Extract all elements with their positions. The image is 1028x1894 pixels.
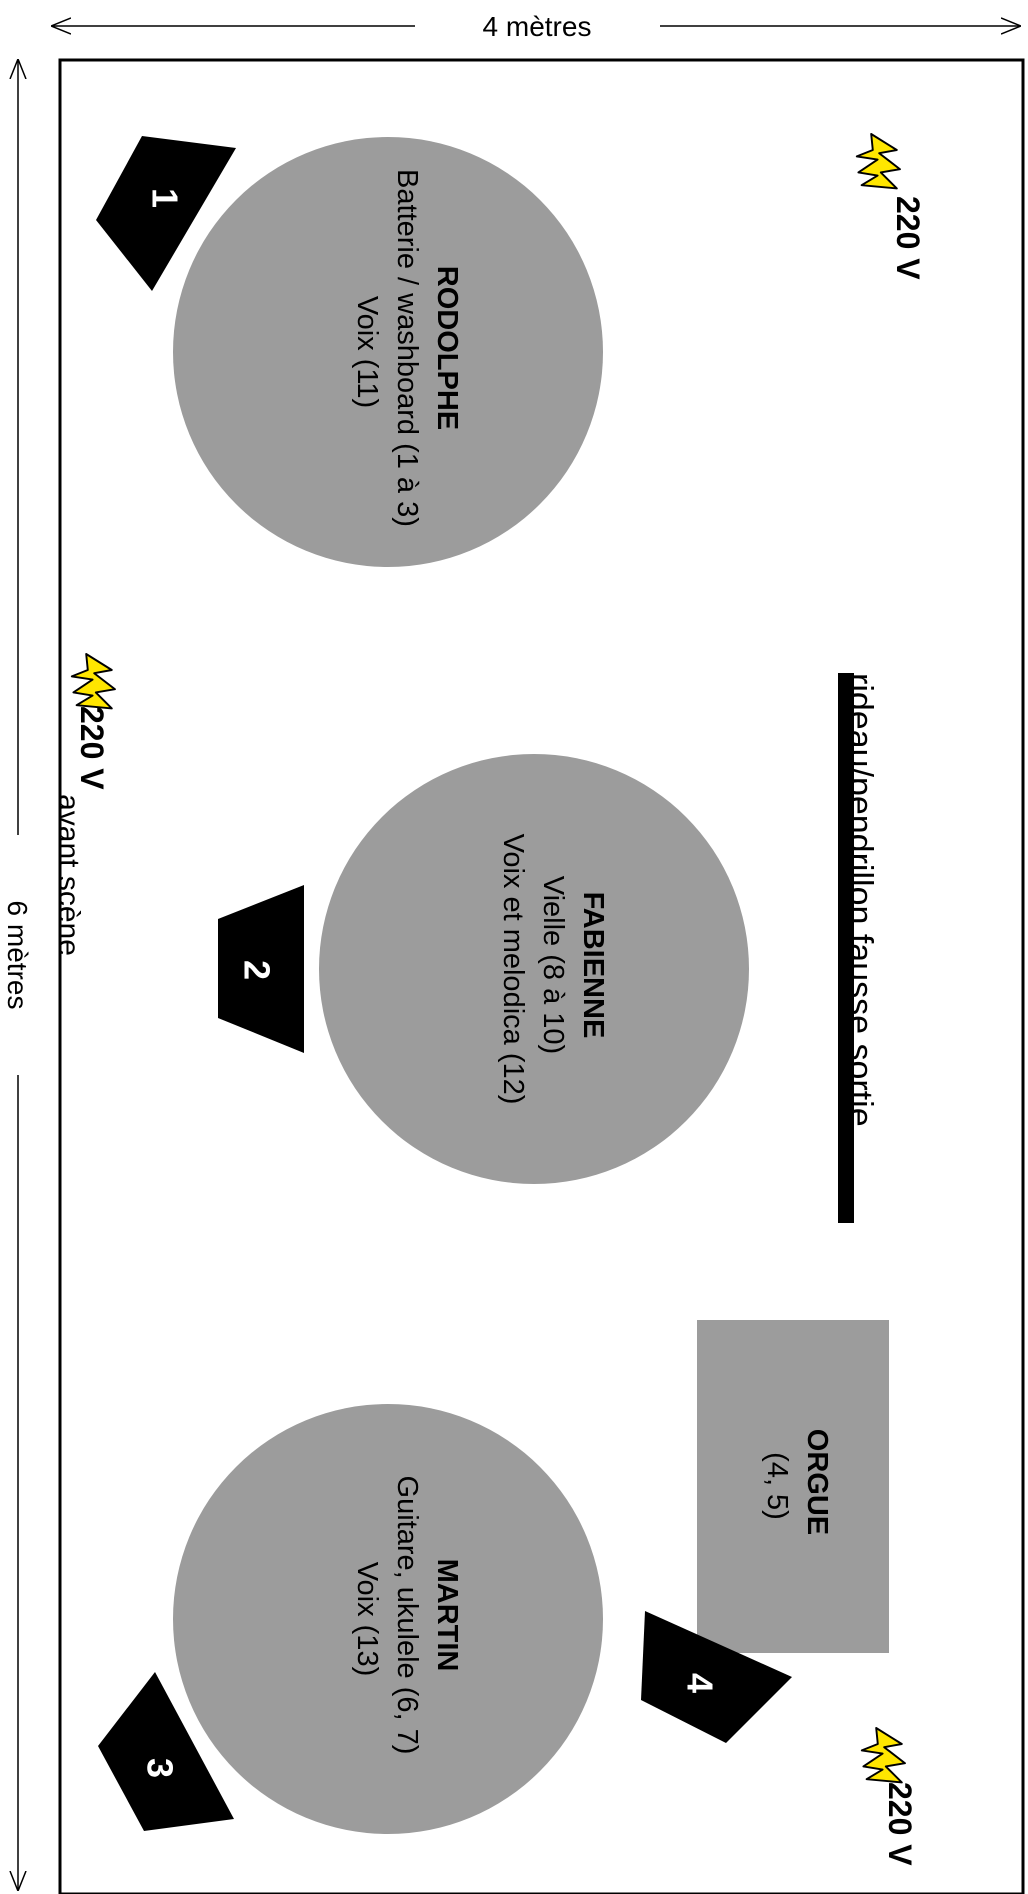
musician-name: RODOLPHE	[431, 266, 463, 430]
musician-instruments: Vielle (8 à 10)	[537, 876, 569, 1054]
monitor-number: 4	[680, 1673, 721, 1693]
monitor-wedge	[218, 885, 304, 1053]
musician-vocals: Voix (11)	[351, 296, 383, 408]
musician-instruments: Guitare, ukulele (6, 7)	[391, 1476, 423, 1755]
musician-fabienne: FABIENNE Vielle (8 à 10) Voix et melodic…	[319, 754, 749, 1184]
position-circle	[173, 1404, 603, 1834]
svg-text:220 V: 220 V	[890, 196, 926, 280]
lightning-icon	[860, 1727, 906, 1784]
musician-rodolphe: RODOLPHE Batterie / washboard (1 à 3) Vo…	[173, 137, 603, 567]
power-outlet-top-right: 220 V	[855, 133, 926, 280]
width-dimension: 4 mètres	[52, 11, 1020, 42]
stage-outline	[58, 58, 1025, 1894]
monitor-wedge	[98, 1672, 234, 1831]
svg-text:220 V: 220 V	[74, 706, 110, 790]
musician-instruments: Batterie / washboard (1 à 3)	[391, 169, 423, 527]
front-stage-label: avant scène	[52, 794, 85, 956]
monitor-wedge	[96, 136, 236, 291]
monitor-number: 1	[145, 188, 186, 208]
monitor-wedge	[641, 1611, 792, 1743]
svg-text:220 V: 220 V	[882, 1782, 918, 1866]
monitor-4: 4	[641, 1611, 792, 1743]
organ-name: ORGUE	[801, 1429, 833, 1535]
position-circle	[319, 754, 749, 1184]
lightning-icon	[855, 133, 901, 190]
curtain-label: rideau/pendrillon fausse sortie	[841, 673, 879, 1127]
musician-name: MARTIN	[431, 1559, 463, 1672]
monitor-1: 1	[96, 136, 236, 291]
svg-text:RODOLPHE Batterie / wash: RODOLPHE Batterie / washboard (1 à 3) Vo…	[351, 169, 463, 535]
monitor-2: 2	[218, 885, 304, 1053]
curtain-bar	[838, 673, 854, 1223]
height-label: 6 mètres	[2, 901, 33, 1010]
organ-block	[697, 1320, 889, 1653]
width-label: 4 mètres	[483, 11, 592, 42]
musician-vocals: Voix et melodica (12)	[497, 834, 529, 1105]
height-dimension: 6 mètres	[2, 60, 33, 1890]
organ: ORGUE (4, 5)	[697, 1320, 889, 1653]
monitor-number: 2	[237, 960, 278, 980]
musician-vocals: Voix (13)	[351, 1562, 383, 1676]
svg-text:ORGUE (4, 5): ORGUE (4, 5)	[761, 1429, 833, 1543]
monitor-3: 3	[98, 1672, 234, 1831]
position-circle	[173, 137, 603, 567]
svg-text:FABIENNE Vielle (8 à 10): FABIENNE Vielle (8 à 10) Voix et melodic…	[497, 834, 609, 1105]
monitor-number: 3	[140, 1758, 181, 1778]
power-outlet-left: 220 V	[70, 653, 116, 790]
musician-name: FABIENNE	[577, 892, 609, 1039]
svg-text:MARTIN Guitare, ukulele: MARTIN Guitare, ukulele (6, 7) Voix (13)	[351, 1476, 463, 1763]
organ-channels: (4, 5)	[761, 1452, 793, 1520]
power-outlet-bottom-right: 220 V	[860, 1727, 918, 1866]
lightning-icon	[70, 653, 116, 710]
musician-martin: MARTIN Guitare, ukulele (6, 7) Voix (13)	[173, 1404, 603, 1834]
